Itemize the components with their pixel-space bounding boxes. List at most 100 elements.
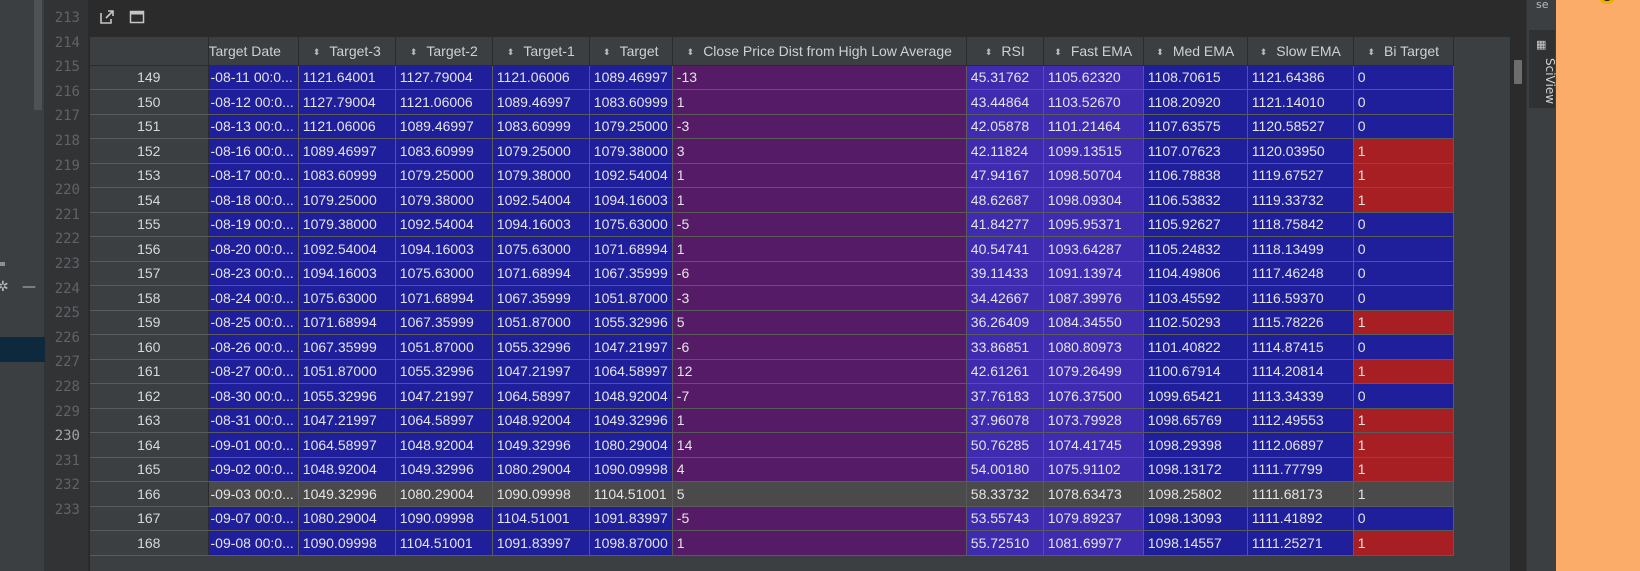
table-cell-fast[interactable]: 1080.80973 bbox=[1043, 334, 1144, 360]
sort-icon[interactable]: ⬍ bbox=[1367, 46, 1376, 57]
row-index-cell[interactable]: 153 bbox=[90, 163, 209, 188]
table-cell-t1[interactable]: 1079.25000 bbox=[492, 138, 590, 164]
table-cell-t3[interactable]: 1049.32996 bbox=[298, 481, 396, 507]
table-cell-date[interactable]: -09-02 00:0... bbox=[208, 457, 299, 482]
table-cell-t3[interactable]: 1121.64001 bbox=[298, 65, 396, 90]
table-cell-slow[interactable]: 1117.46248 bbox=[1247, 261, 1354, 286]
table-cell-date[interactable]: -08-30 00:0... bbox=[208, 383, 299, 409]
table-cell-fast[interactable]: 1074.41745 bbox=[1043, 432, 1144, 458]
table-cell-dist[interactable]: 1 bbox=[672, 187, 967, 213]
sort-icon[interactable]: ⬍ bbox=[1054, 46, 1062, 57]
table-cell-fast[interactable]: 1087.39976 bbox=[1043, 285, 1144, 311]
table-cell-t3[interactable]: 1079.25000 bbox=[298, 187, 396, 213]
table-cell-t[interactable]: 1067.35999 bbox=[589, 261, 673, 286]
table-cell-fast[interactable]: 1095.95371 bbox=[1043, 212, 1144, 237]
table-cell-t3[interactable]: 1094.16003 bbox=[298, 261, 396, 286]
table-cell-rsi[interactable]: 37.96078 bbox=[966, 408, 1044, 433]
table-cell-med[interactable]: 1105.92627 bbox=[1143, 212, 1248, 237]
table-cell-dist[interactable]: -3 bbox=[672, 114, 967, 139]
table-cell-date[interactable]: -08-18 00:0... bbox=[208, 187, 299, 213]
table-cell-med[interactable]: 1098.14557 bbox=[1143, 530, 1248, 556]
table-cell-slow[interactable]: 1111.25271 bbox=[1247, 530, 1354, 556]
table-cell-t[interactable]: 1071.68994 bbox=[589, 236, 673, 262]
table-cell-t[interactable]: 1055.32996 bbox=[589, 310, 673, 335]
table-cell-date[interactable]: -09-01 00:0... bbox=[208, 432, 299, 458]
table-row[interactable]: 167 -09-07 00:0... 1080.29004 1090.09998 110… bbox=[90, 506, 1454, 531]
table-cell-rsi[interactable]: 58.33732 bbox=[966, 481, 1044, 507]
table-cell-dist[interactable]: -6 bbox=[672, 334, 967, 360]
dataframe-table-container[interactable]: Target Date ⬍ Target-3 ⬍ Target-2 ⬍ Target-1 ⬍ T… bbox=[90, 37, 1510, 571]
table-cell-fast[interactable]: 1101.21464 bbox=[1043, 114, 1144, 139]
table-row[interactable]: 149 -08-11 00:0... 1121.64001 1127.79004 112… bbox=[90, 65, 1454, 90]
table-cell-t3[interactable]: 1092.54004 bbox=[298, 236, 396, 262]
table-row[interactable]: 163 -08-31 00:0... 1047.21997 1064.58997 104… bbox=[90, 408, 1454, 433]
table-cell-med[interactable]: 1098.65769 bbox=[1143, 408, 1248, 433]
sort-icon[interactable]: ⬍ bbox=[1259, 46, 1268, 57]
table-cell-fast[interactable]: 1076.37500 bbox=[1043, 383, 1144, 409]
table-cell-dist[interactable]: 1 bbox=[672, 408, 967, 433]
table-cell-t2[interactable]: 1071.68994 bbox=[395, 285, 493, 311]
table-cell-t2[interactable]: 1079.25000 bbox=[395, 163, 493, 188]
table-cell-dist[interactable]: 3 bbox=[672, 138, 967, 164]
table-cell-rsi[interactable]: 42.05878 bbox=[966, 114, 1044, 139]
row-index-cell[interactable]: 167 bbox=[90, 506, 209, 531]
table-cell-t1[interactable]: 1048.92004 bbox=[492, 408, 590, 433]
table-cell-med[interactable]: 1106.53832 bbox=[1143, 187, 1248, 213]
table-cell-bi[interactable]: 0 bbox=[1353, 334, 1454, 360]
gear-icon[interactable]: ✲ bbox=[0, 279, 9, 295]
table-cell-t3[interactable]: 1067.35999 bbox=[298, 334, 396, 360]
row-index-cell[interactable]: 166 bbox=[90, 481, 209, 507]
table-cell-t1[interactable]: 1047.21997 bbox=[492, 359, 590, 384]
table-cell-t3[interactable]: 1071.68994 bbox=[298, 310, 396, 335]
table-cell-fast[interactable]: 1073.79928 bbox=[1043, 408, 1144, 433]
table-cell-fast[interactable]: 1078.63473 bbox=[1043, 481, 1144, 507]
table-cell-bi[interactable]: 0 bbox=[1353, 261, 1454, 286]
table-cell-t[interactable]: 1098.87000 bbox=[589, 530, 673, 556]
table-cell-rsi[interactable]: 34.42667 bbox=[966, 285, 1044, 311]
table-cell-dist[interactable]: -5 bbox=[672, 506, 967, 531]
table-cell-med[interactable]: 1101.40822 bbox=[1143, 334, 1248, 360]
table-cell-bi[interactable]: 1 bbox=[1353, 163, 1454, 188]
table-cell-t2[interactable]: 1083.60999 bbox=[395, 138, 493, 164]
table-cell-dist[interactable]: 14 bbox=[672, 432, 967, 458]
table-cell-date[interactable]: -08-27 00:0... bbox=[208, 359, 299, 384]
minus-icon[interactable]: — bbox=[22, 279, 36, 295]
table-cell-med[interactable]: 1107.63575 bbox=[1143, 114, 1248, 139]
table-row[interactable]: 157 -08-23 00:0... 1094.16003 1075.63000 107… bbox=[90, 261, 1454, 286]
table-cell-t1[interactable]: 1051.87000 bbox=[492, 310, 590, 335]
table-cell-date[interactable]: -08-17 00:0... bbox=[208, 163, 299, 188]
table-cell-t1[interactable]: 1104.51001 bbox=[492, 506, 590, 531]
table-cell-bi[interactable]: 1 bbox=[1353, 187, 1454, 213]
table-cell-slow[interactable]: 1120.03950 bbox=[1247, 138, 1354, 164]
table-cell-t1[interactable]: 1049.32996 bbox=[492, 432, 590, 458]
table-cell-t2[interactable]: 1049.32996 bbox=[395, 457, 493, 482]
table-cell-fast[interactable]: 1084.34550 bbox=[1043, 310, 1144, 335]
table-cell-med[interactable]: 1107.07623 bbox=[1143, 138, 1248, 164]
table-row[interactable]: 162 -08-30 00:0... 1055.32996 1047.21997 106… bbox=[90, 383, 1454, 409]
table-row[interactable]: 158 -08-24 00:0... 1075.63000 1071.68994 106… bbox=[90, 285, 1454, 311]
table-cell-med[interactable]: 1106.78838 bbox=[1143, 163, 1248, 188]
row-index-cell[interactable]: 155 bbox=[90, 212, 209, 237]
table-cell-rsi[interactable]: 54.00180 bbox=[966, 457, 1044, 482]
table-cell-slow[interactable]: 1113.34339 bbox=[1247, 383, 1354, 409]
table-cell-bi[interactable]: 1 bbox=[1353, 457, 1454, 482]
table-cell-t2[interactable]: 1104.51001 bbox=[395, 530, 493, 556]
table-cell-t1[interactable]: 1075.63000 bbox=[492, 236, 590, 262]
table-row[interactable]: 154 -08-18 00:0... 1079.25000 1079.38000 109… bbox=[90, 187, 1454, 213]
table-cell-t[interactable]: 1079.25000 bbox=[589, 114, 673, 139]
table-vertical-scrollbar-track[interactable] bbox=[1512, 37, 1524, 571]
table-cell-slow[interactable]: 1119.33732 bbox=[1247, 187, 1354, 213]
row-index-cell[interactable]: 157 bbox=[90, 261, 209, 286]
table-cell-rsi[interactable]: 42.61261 bbox=[966, 359, 1044, 384]
column-header[interactable]: ⬍ Med EMA bbox=[1143, 37, 1248, 66]
table-cell-slow[interactable]: 1118.13499 bbox=[1247, 236, 1354, 262]
table-row[interactable]: 168 -09-08 00:0... 1090.09998 1104.51001 109… bbox=[90, 530, 1454, 556]
table-cell-t3[interactable]: 1089.46997 bbox=[298, 138, 396, 164]
table-cell-t1[interactable]: 1067.35999 bbox=[492, 285, 590, 311]
table-cell-dist[interactable]: 12 bbox=[672, 359, 967, 384]
table-cell-t[interactable]: 1083.60999 bbox=[589, 89, 673, 115]
table-cell-t1[interactable]: 1079.38000 bbox=[492, 163, 590, 188]
row-index-cell[interactable]: 149 bbox=[90, 65, 209, 90]
sort-icon[interactable]: ⬍ bbox=[1156, 46, 1164, 57]
row-index-cell[interactable]: 159 bbox=[90, 310, 209, 335]
